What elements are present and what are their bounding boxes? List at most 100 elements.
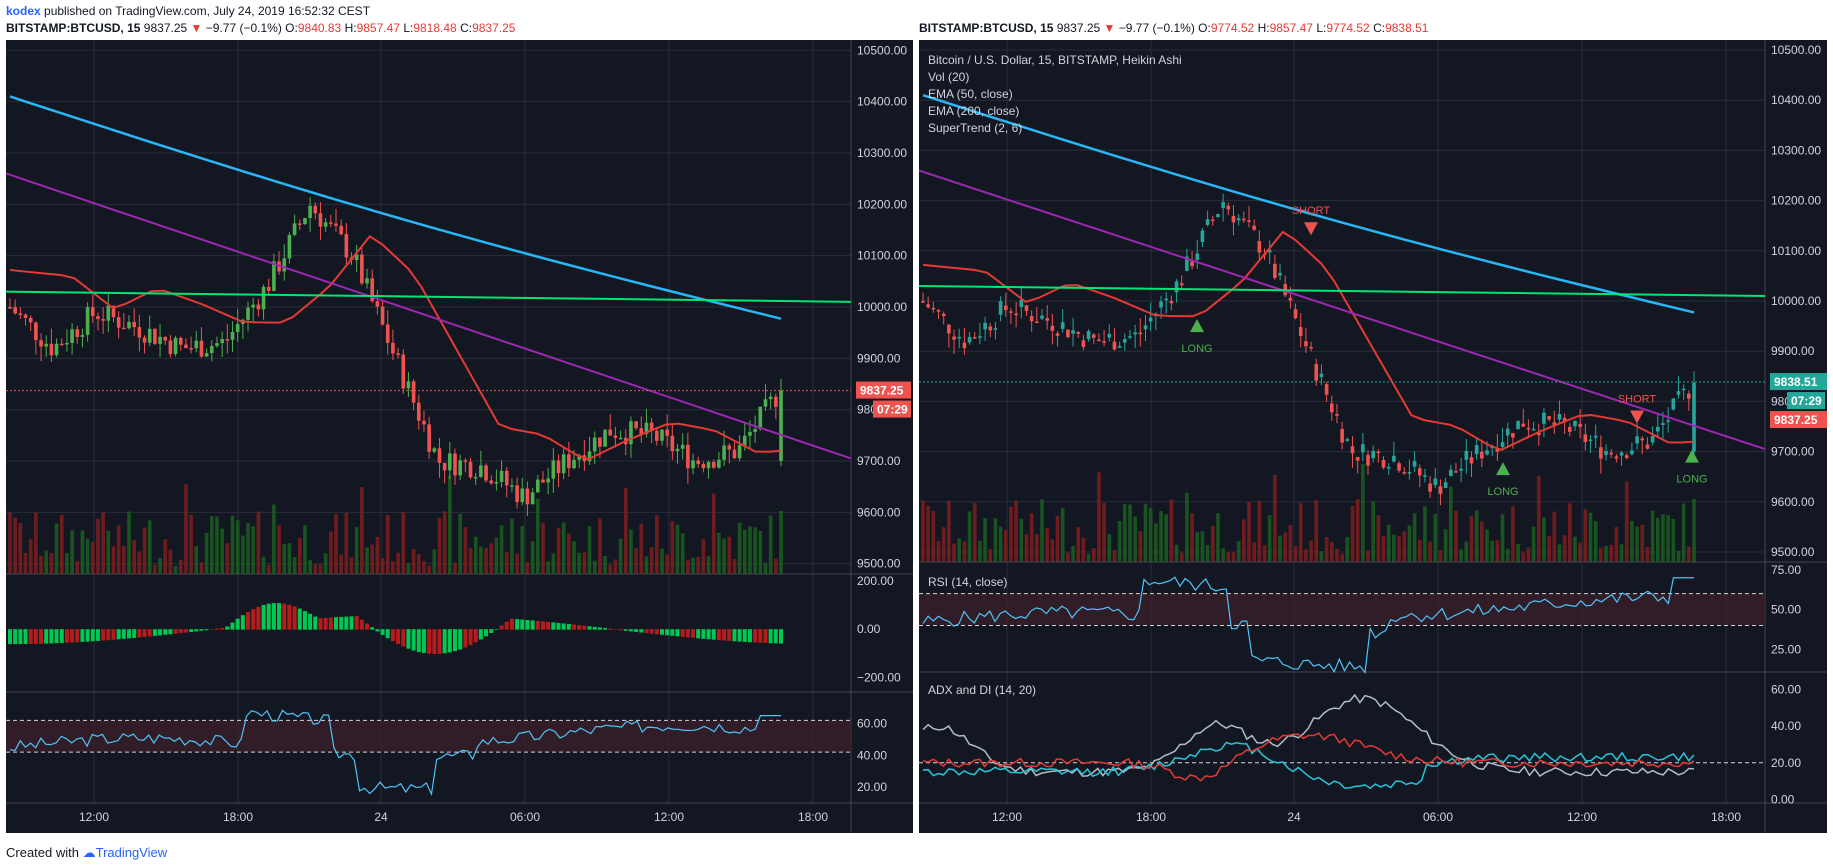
tradingview-logo-icon[interactable]: ☁ [82, 845, 96, 860]
volume-bar [334, 513, 338, 574]
left-o-label: O: [285, 21, 298, 35]
histogram-bar [194, 629, 199, 632]
candle-body [936, 310, 941, 312]
volume-bar [1298, 503, 1303, 562]
candle-body [613, 435, 618, 438]
histogram-bar [328, 617, 333, 630]
volume-bar [1366, 550, 1370, 562]
candle-body [1624, 455, 1629, 459]
histogram-bar [401, 629, 406, 647]
histogram-bar [13, 629, 18, 645]
volume-bar [1009, 506, 1013, 562]
candle-body [1029, 316, 1034, 322]
histogram-bar [380, 629, 385, 635]
candle-body [1060, 322, 1065, 330]
candle-body [1102, 341, 1106, 343]
author-name[interactable]: kodex [6, 4, 41, 18]
candle-body [132, 321, 136, 328]
volume-bar [655, 515, 659, 574]
candle-body [1278, 272, 1282, 276]
candle-body [972, 337, 977, 339]
volume-bar [479, 546, 483, 574]
candle-body [365, 278, 369, 284]
left-chart-svg[interactable]: 10500.00 10400.00 10300.00 10200.00 10100.00… [6, 40, 913, 833]
histogram-bar [406, 629, 411, 649]
candle-body [479, 465, 483, 477]
volume-bar [1619, 544, 1624, 562]
right-symbol: BITSTAMP:BTCUSD, 15 [919, 21, 1054, 35]
indicator-label[interactable]: SuperTrend (2, 6) [928, 121, 1023, 135]
histogram-bar [266, 603, 271, 630]
signal-label: LONG [1181, 343, 1212, 355]
y-tick-label: 75.00 [1771, 563, 1801, 577]
candle-body [1355, 457, 1360, 461]
candle-body [391, 342, 395, 354]
volume-bar [947, 500, 951, 562]
histogram-bar [85, 629, 90, 642]
volume-bar [1205, 545, 1210, 562]
tradingview-brand[interactable]: TradingView [95, 845, 168, 860]
volume-bar [473, 536, 478, 574]
histogram-bar [385, 629, 390, 639]
volume-bar [1536, 475, 1541, 562]
candle-body [774, 396, 778, 407]
candle-body [463, 460, 468, 462]
histogram-bar [742, 629, 747, 642]
volume-bar [1438, 550, 1443, 562]
volume-bar [613, 559, 618, 574]
volume-bar [70, 530, 74, 574]
histogram-bar [670, 629, 675, 636]
down-triangle-icon: ▼ [1103, 21, 1116, 35]
volume-bar [1562, 535, 1567, 562]
volume-bar [577, 552, 582, 574]
candle-body [96, 316, 100, 320]
candle-body [1179, 283, 1184, 286]
indicator-label[interactable]: EMA (200, close) [928, 104, 1020, 118]
y-tick-label: 10300.00 [857, 146, 907, 160]
candle-body [567, 454, 571, 469]
candle-body [323, 222, 328, 227]
volume-bar [168, 549, 173, 574]
candle-body [1361, 444, 1365, 453]
volume-bar [215, 516, 219, 574]
candle-body [921, 301, 925, 303]
indicator-label[interactable]: Bitcoin / U.S. Dollar, 15, BITSTAMP, Hei… [928, 53, 1182, 67]
indicator-label[interactable]: EMA (50, close) [928, 87, 1013, 101]
volume-bar [561, 522, 566, 574]
rsi-label[interactable]: RSI (14, close) [928, 575, 1008, 589]
histogram-bar [546, 621, 551, 630]
candle-body [1216, 214, 1220, 217]
candle-body [1169, 300, 1174, 304]
volume-bar [416, 554, 421, 574]
indicator-label[interactable]: Vol (20) [928, 70, 970, 84]
right-chart[interactable]: 10500.00 10400.00 10300.00 10200.00 10100.00… [919, 40, 1827, 833]
candle-body [1071, 330, 1075, 334]
histogram-bar [453, 629, 458, 652]
volume-bar [1190, 513, 1194, 562]
candle-body [587, 451, 592, 462]
y-tick-label: 200.00 [857, 574, 894, 588]
adx-line [922, 693, 1695, 778]
histogram-bar [716, 629, 721, 641]
volume-bar [277, 525, 281, 574]
candle-body [101, 319, 105, 321]
histogram-bar [649, 629, 654, 634]
candle-body [499, 470, 504, 482]
histogram-bar [421, 629, 426, 654]
adx-label[interactable]: ADX and DI (14, 20) [928, 683, 1037, 697]
histogram-bar [706, 629, 711, 640]
histogram-bar [520, 619, 525, 630]
left-change: −9.77 (−0.1%) [205, 21, 282, 35]
volume-bar [1335, 548, 1339, 562]
right-chart-svg[interactable]: 10500.00 10400.00 10300.00 10200.00 10100.00… [919, 40, 1827, 833]
candle-body [1386, 467, 1391, 469]
volume-bar [1542, 517, 1546, 562]
candle-body [603, 429, 607, 447]
candle-body [1288, 297, 1293, 301]
candle-body [737, 445, 742, 459]
volume-bar [711, 493, 716, 574]
histogram-bar [654, 629, 659, 635]
volume-bar [541, 522, 545, 574]
left-chart[interactable]: 10500.00 10400.00 10300.00 10200.00 10100.00… [6, 40, 913, 833]
histogram-bar [463, 629, 468, 648]
